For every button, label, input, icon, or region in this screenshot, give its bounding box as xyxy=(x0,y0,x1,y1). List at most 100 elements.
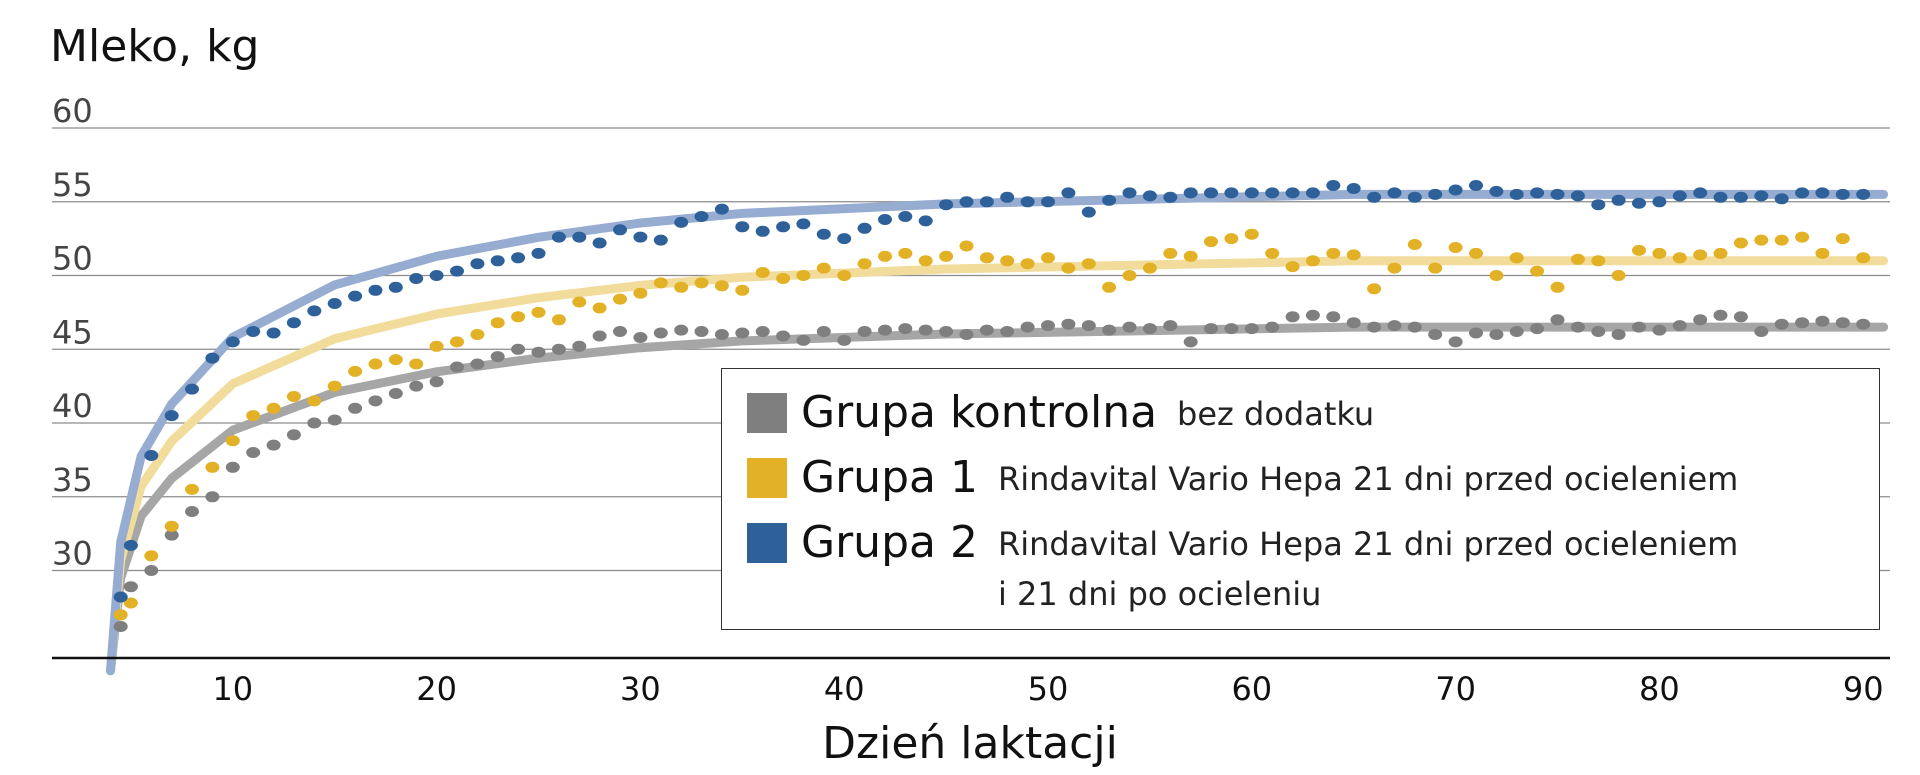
series-1-point xyxy=(1591,326,1606,337)
x-tick-label-60: 60 xyxy=(1231,670,1272,708)
series-3-point xyxy=(1570,190,1585,202)
series-1-point xyxy=(307,417,322,429)
series-1-point xyxy=(123,581,138,593)
series-3-point xyxy=(1795,187,1810,199)
x-axis-ticks: 10 20 30 40 50 60 70 80 90 xyxy=(212,670,1883,708)
series-3-point xyxy=(348,290,363,302)
series-1-point xyxy=(1346,317,1361,329)
series-1-point xyxy=(776,330,791,342)
series-1-point xyxy=(1469,327,1483,339)
series-3-point xyxy=(959,196,974,208)
series-2-point xyxy=(1815,247,1830,259)
series-3-point xyxy=(939,199,954,211)
series-2-point xyxy=(1224,233,1239,245)
series-1-point xyxy=(1305,309,1320,321)
series-1-point xyxy=(1102,324,1117,336)
series-2-point xyxy=(205,461,220,473)
series-3-point xyxy=(1469,180,1483,191)
series-3-point xyxy=(1489,185,1504,197)
y-tick-label-50: 50 xyxy=(52,240,93,278)
series-1-point xyxy=(939,326,954,337)
series-1-point xyxy=(979,324,994,336)
series-3-point xyxy=(1285,187,1300,199)
series-3-point xyxy=(1652,196,1667,208)
series-2-point xyxy=(939,250,954,262)
series-2-point xyxy=(572,296,587,308)
series-3-point xyxy=(1632,197,1646,209)
series-3-point xyxy=(1224,187,1239,199)
series-1-point xyxy=(1224,323,1239,335)
series-2-point xyxy=(450,336,464,348)
series-2-point xyxy=(1774,234,1789,246)
series-1-point xyxy=(613,326,627,337)
series-2-point xyxy=(185,483,199,495)
series-2-point xyxy=(123,597,138,609)
series-2-point xyxy=(1407,239,1422,250)
series-3-point xyxy=(1856,188,1871,200)
series-3-point xyxy=(653,234,668,246)
series-1-point xyxy=(450,361,464,373)
series-1-point xyxy=(144,565,159,576)
series-3-point xyxy=(144,450,159,461)
data-points xyxy=(113,180,1871,632)
series-1-point xyxy=(572,340,587,352)
series-2-point xyxy=(959,240,974,252)
series-1-point xyxy=(1733,311,1748,323)
series-1-point xyxy=(164,529,179,541)
series-1-point xyxy=(959,329,974,340)
series-1-point xyxy=(1367,321,1382,333)
series-1-point xyxy=(1428,329,1443,340)
series-1-point xyxy=(246,447,261,458)
legend-swatch-group1 xyxy=(747,458,787,498)
series-2-point xyxy=(1611,270,1626,281)
series-1-point xyxy=(205,491,220,503)
x-tick-label-80: 80 xyxy=(1639,670,1680,708)
series-2-point xyxy=(776,273,791,284)
series-2-point xyxy=(1142,262,1157,274)
series-1-point xyxy=(694,326,709,337)
series-2-point xyxy=(307,395,322,407)
series-3-point xyxy=(490,255,505,267)
series-3-point xyxy=(918,215,933,227)
series-3-point xyxy=(1530,187,1545,199)
series-3-point xyxy=(1428,188,1443,200)
series-1-point xyxy=(1611,329,1626,340)
series-3-point xyxy=(511,252,526,264)
series-3-point xyxy=(286,317,301,329)
series-3-point xyxy=(613,224,627,236)
series-3-point xyxy=(1713,191,1728,203)
series-2-point xyxy=(653,277,668,289)
series-2-point xyxy=(1469,247,1483,259)
series-3-point xyxy=(1346,183,1361,194)
series-1-point xyxy=(1693,314,1708,326)
series-3-point xyxy=(796,218,811,230)
series-2-point xyxy=(470,329,485,340)
series-2-point xyxy=(1020,258,1035,270)
series-3-point xyxy=(205,352,220,364)
series-1-point xyxy=(1489,329,1504,340)
series-2-point xyxy=(1244,228,1259,240)
legend-desc-group2: Rindavital Vario Hepa 21 dni przed ociel… xyxy=(997,525,1739,613)
series-2-point xyxy=(633,287,648,299)
series-1-point xyxy=(470,358,485,370)
series-1-point xyxy=(1795,317,1810,329)
legend-desc-control: bez dodatku xyxy=(1177,395,1375,433)
x-tick-label-90: 90 xyxy=(1843,670,1884,708)
series-2-point xyxy=(979,252,994,264)
series-3-point xyxy=(1367,191,1382,203)
series-1-point xyxy=(837,334,852,346)
series-1-point xyxy=(225,461,240,473)
series-1-point xyxy=(1122,321,1137,333)
series-3-point xyxy=(1754,190,1769,202)
series-1-point xyxy=(429,376,444,388)
series-2-point xyxy=(531,306,546,318)
y-axis-ticks: 30 35 40 45 50 55 60 xyxy=(52,92,93,573)
y-tick-label-60: 60 xyxy=(52,92,93,130)
series-2-point xyxy=(327,380,342,392)
series-2-point xyxy=(1346,249,1361,261)
series-3-point xyxy=(755,225,770,237)
series-1-point xyxy=(1856,318,1871,330)
series-1-point xyxy=(266,439,281,451)
y-tick-label-35: 35 xyxy=(52,461,93,499)
series-3-point xyxy=(1183,187,1198,199)
